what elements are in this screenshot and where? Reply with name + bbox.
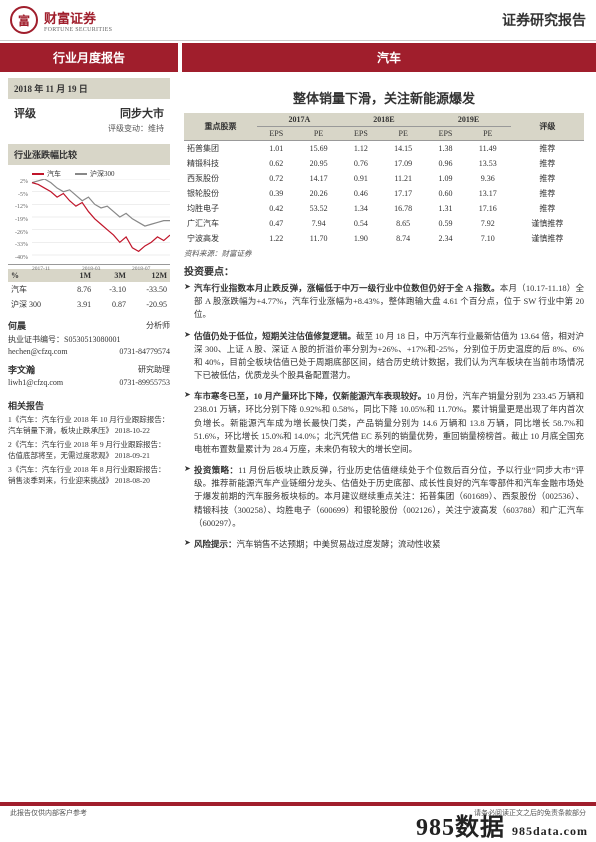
stock-year: 2017A bbox=[257, 113, 342, 127]
performance-chart: 汽车 沪深300 2%-5%-12%-19%-26%-33%-40% 2017-… bbox=[8, 169, 170, 265]
stock-col-rating: 评级 bbox=[511, 113, 584, 141]
compare-title: 行业涨跌幅比较 bbox=[8, 144, 170, 165]
stock-row: 广汇汽车0.477.940.548.650.597.92谨慎推荐 bbox=[184, 216, 584, 231]
industry-name: 汽车 bbox=[182, 43, 596, 72]
stock-row: 宁波高发1.2211.701.908.742.347.10谨慎推荐 bbox=[184, 231, 584, 246]
stock-row: 均胜电子0.4253.521.3416.781.3117.16推荐 bbox=[184, 201, 584, 216]
brand-cn: 财富证券 bbox=[44, 8, 112, 27]
stock-subcol: PE bbox=[380, 127, 426, 141]
investment-point: ➤汽车行业指数本月止跌反弹，涨幅低于中万一级行业中位数但仍好于全 A 指数。本月… bbox=[184, 282, 584, 322]
main: 整体销量下滑，关注新能源爆发 重点股票2017A2018E2019E评级 EPS… bbox=[178, 72, 596, 567]
bullet-icon: ➤ bbox=[184, 464, 194, 530]
perf-table: %1M3M12M 汽车8.76-3.10-33.50沪深 3003.910.87… bbox=[8, 269, 170, 312]
analyst-role: 分析师 bbox=[146, 320, 170, 334]
stock-table: 重点股票2017A2018E2019E评级 EPSPEEPSPEEPSPE 拓普… bbox=[184, 113, 584, 246]
point-body: 11 月份后板块止跌反弹，行业历史估值继续处于个位数后百分位，予以行业“同步大市… bbox=[194, 465, 584, 528]
footer-bar bbox=[0, 802, 596, 806]
bullet-icon: ➤ bbox=[184, 390, 194, 456]
report-date: 2018 年 11 月 19 日 bbox=[8, 78, 170, 99]
watermark: 985数据 985data.com bbox=[416, 807, 588, 842]
point-head: 估值仍处于低位，短期关注估值修复逻辑。 bbox=[194, 331, 356, 341]
bullet-icon: ➤ bbox=[184, 538, 194, 551]
point-head: 投资策略： bbox=[194, 465, 238, 475]
stock-subcol: EPS bbox=[257, 127, 295, 141]
stock-year: 2018E bbox=[342, 113, 427, 127]
bullet-icon: ➤ bbox=[184, 282, 194, 322]
analyst-phone: 0731-89955753 bbox=[119, 377, 170, 389]
related-reports: 相关报告 1《汽车：汽车行业 2018 年 10 月行业跟踪报告：汽车销量下滑，… bbox=[8, 399, 170, 486]
analyst-id: 执业证书编号：S0530513080001 bbox=[8, 334, 170, 346]
header-title: 证券研究报告 bbox=[502, 10, 586, 30]
investment-point: ➤车市寒冬已至，10 月产量环比下降，仅新能源汽车表现较好。10 月份，汽车产销… bbox=[184, 390, 584, 456]
bullet-icon: ➤ bbox=[184, 330, 194, 383]
stock-subcol: EPS bbox=[426, 127, 464, 141]
stock-row: 拓普集团1.0115.691.1214.151.3811.49推荐 bbox=[184, 141, 584, 157]
sidebar: 2018 年 11 月 19 日 评级 同步大市 评级变动：维持 行业涨跌幅比较… bbox=[0, 72, 178, 567]
points-title: 投资要点： bbox=[184, 263, 584, 278]
rating-value: 同步大市 bbox=[120, 105, 164, 121]
chart-xtick: 2018-03 bbox=[82, 266, 100, 272]
point-body: 汽车销售不达预期；中美贸易战过度发酵；流动性收紧 bbox=[237, 539, 441, 549]
investment-point: ➤估值仍处于低位，短期关注估值修复逻辑。截至 10 月 18 日，中万汽车行业最… bbox=[184, 330, 584, 383]
table-source: 资料来源：财富证券 bbox=[184, 248, 584, 259]
stock-row: 西泵股份0.7214.170.9111.211.099.36推荐 bbox=[184, 171, 584, 186]
analyst-email: hechen@cfzq.com bbox=[8, 346, 68, 358]
point-head: 风险提示： bbox=[194, 539, 237, 549]
stock-col-name: 重点股票 bbox=[184, 113, 257, 141]
stock-subcol: EPS bbox=[342, 127, 380, 141]
related-item: 2《汽车：汽车行业 2018 年 9 月行业跟踪报告：估值底部将至，无需过度悲观… bbox=[8, 440, 170, 461]
point-head: 车市寒冬已至，10 月产量环比下降，仅新能源汽车表现较好。 bbox=[194, 391, 426, 401]
analyst-phone: 0731-84779574 bbox=[119, 346, 170, 358]
stock-subcol: PE bbox=[465, 127, 511, 141]
perf-row: 汽车8.76-3.10-33.50 bbox=[8, 282, 170, 297]
analyst-role: 研究助理 bbox=[138, 364, 170, 378]
analyst-name: 何晨 bbox=[8, 320, 26, 334]
investment-point: ➤投资策略：11 月份后板块止跌反弹，行业历史估值继续处于个位数后百分位，予以行… bbox=[184, 464, 584, 530]
legend-auto: 汽车 bbox=[32, 169, 61, 179]
investment-point: ➤风险提示：汽车销售不达预期；中美贸易战过度发酵；流动性收紧 bbox=[184, 538, 584, 551]
legend-hs300: 沪深300 bbox=[75, 169, 115, 179]
perf-row: 沪深 3003.910.87-20.95 bbox=[8, 297, 170, 312]
related-item: 1《汽车：汽车行业 2018 年 10 月行业跟踪报告：汽车销量下滑，板块止跌承… bbox=[8, 415, 170, 436]
report-type: 行业月度报告 bbox=[0, 43, 178, 72]
chart-xtick: 2017-11 bbox=[32, 266, 50, 272]
report-title: 整体销量下滑，关注新能源爆发 bbox=[184, 88, 584, 107]
related-title: 相关报告 bbox=[8, 399, 170, 412]
rating-label: 评级 bbox=[14, 105, 36, 121]
stock-row: 精锻科技0.6220.950.7617.090.9613.53推荐 bbox=[184, 156, 584, 171]
red-band: 行业月度报告 汽车 bbox=[0, 43, 596, 72]
stock-subcol: PE bbox=[296, 127, 342, 141]
footer-left: 此报告仅供内部客户参考 bbox=[10, 808, 87, 818]
stock-year: 2019E bbox=[426, 113, 511, 127]
related-item: 3《汽车：汽车行业 2018 年 8 月行业跟踪报告：销售淡季到来，行业迎来挑战… bbox=[8, 465, 170, 486]
brand-en: FORTUNE SECURITIES bbox=[44, 27, 112, 33]
rating-change: 评级变动：维持 bbox=[8, 123, 170, 138]
chart-xtick: 2018-07 bbox=[132, 266, 150, 272]
brand: 财富证券 FORTUNE SECURITIES bbox=[44, 8, 112, 33]
stock-row: 银轮股份0.3920.260.4617.170.6013.17推荐 bbox=[184, 186, 584, 201]
analyst-email: liwh1@cfzq.com bbox=[8, 377, 63, 389]
analysts: 何晨 分析师执业证书编号：S0530513080001hechen@cfzq.co… bbox=[8, 320, 170, 389]
point-head: 汽车行业指数本月止跌反弹，涨幅低于中万一级行业中位数但仍好于全 A 指数。 bbox=[194, 283, 500, 293]
analyst-name: 李文瀚 bbox=[8, 364, 35, 378]
brand-logo-icon: 富 bbox=[10, 6, 38, 34]
header: 富 财富证券 FORTUNE SECURITIES 证券研究报告 bbox=[0, 0, 596, 41]
